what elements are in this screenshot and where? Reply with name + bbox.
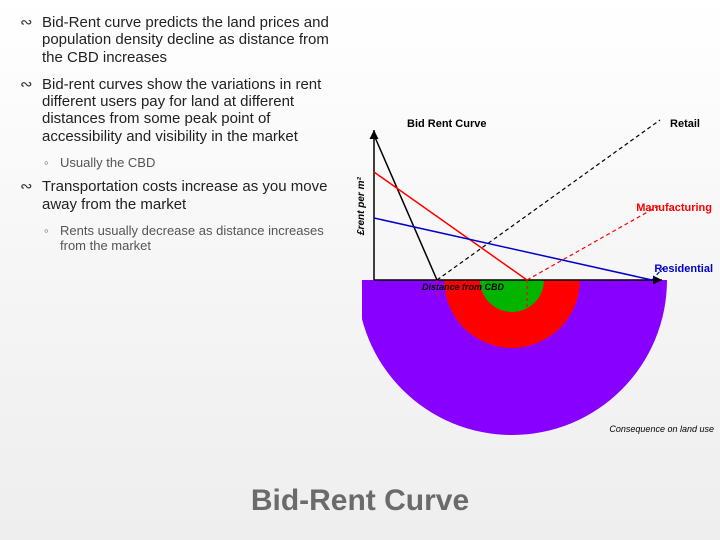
manufacturing-leader [527,205,660,280]
bullet-1: Bid-Rent curve predicts the land prices … [20,14,340,66]
bullet-3-sub: Rents usually decrease as distance incre… [20,223,340,254]
retail-curve [374,135,437,280]
bullet-2: Bid-rent curves show the variations in r… [20,76,340,145]
y-axis-label: £rent per m² [356,177,367,235]
slide-title: Bid-Rent Curve [0,484,720,518]
consequence-label: Consequence on land use [609,424,714,434]
bullet-list: Bid-Rent curve predicts the land prices … [20,14,340,262]
chart-title: Bid Rent Curve [407,118,486,130]
retail-leader [437,120,660,280]
manufacturing-curve [374,172,527,280]
retail-label: Retail [670,118,700,130]
bullet-2-sub: Usually the CBD [20,155,340,171]
bullet-3: Transportation costs increase as you mov… [20,178,340,213]
manufacturing-label: Manufacturing [636,202,712,214]
bid-rent-figure: Bid Rent Curve Retail Manufacturing Resi… [362,100,710,440]
residential-label: Residential [654,263,713,275]
x-axis-label: Distance from CBD [422,282,504,292]
